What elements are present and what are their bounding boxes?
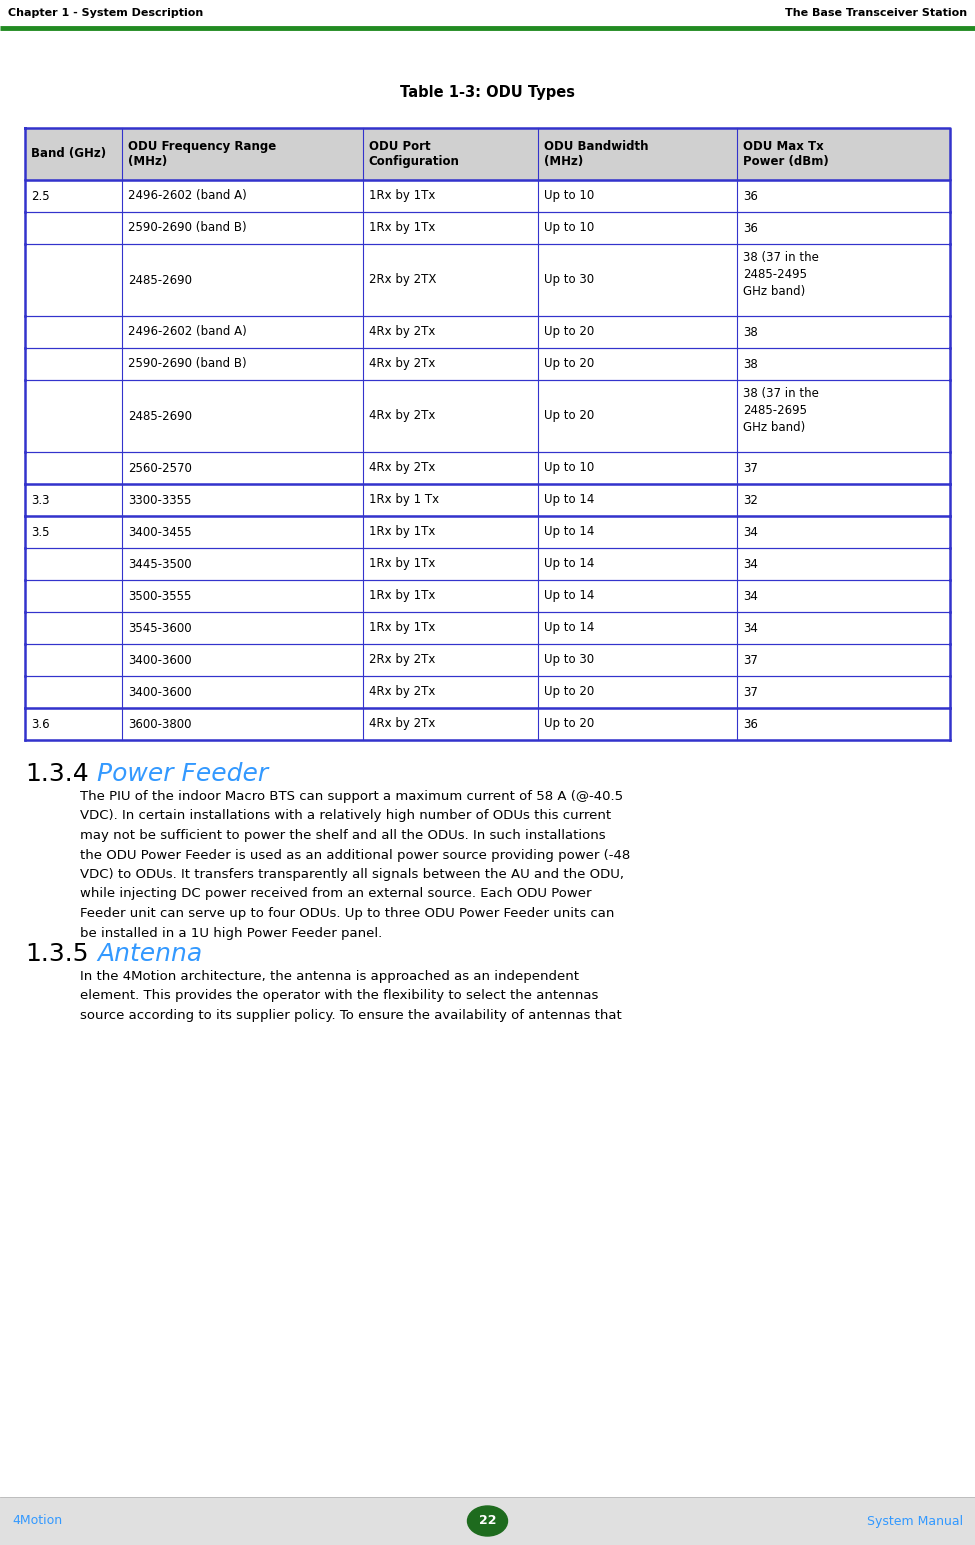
Bar [25,348,950,380]
Text: 2485-2690: 2485-2690 [128,273,192,286]
Text: 36: 36 [743,717,759,731]
Text: 4Rx by 2Tx: 4Rx by 2Tx [369,357,435,371]
Text: 3445-3500: 3445-3500 [128,558,192,570]
Bar [25,212,950,244]
Text: Up to 10: Up to 10 [544,462,595,474]
Text: 36: 36 [743,221,759,235]
Text: The Base Transceiver Station: The Base Transceiver Station [785,8,967,17]
Text: 2560-2570: 2560-2570 [128,462,192,474]
Text: 1Rx by 1Tx: 1Rx by 1Tx [369,221,435,235]
Bar [25,548,950,579]
Text: 32: 32 [743,493,759,507]
Bar [25,484,950,516]
Bar [25,181,950,212]
Text: 1Rx by 1Tx: 1Rx by 1Tx [369,190,435,202]
Text: Up to 30: Up to 30 [544,654,595,666]
Text: 34: 34 [743,621,759,635]
Text: 4Rx by 2Tx: 4Rx by 2Tx [369,686,435,698]
Text: 37: 37 [743,686,759,698]
Text: 22: 22 [479,1514,496,1528]
Text: 4Motion: 4Motion [12,1514,62,1528]
Text: 2485-2690: 2485-2690 [128,409,192,422]
Text: 3400-3600: 3400-3600 [128,654,192,666]
Text: 4Rx by 2Tx: 4Rx by 2Tx [369,409,435,422]
Text: Up to 14: Up to 14 [544,558,595,570]
Bar [25,453,950,484]
Text: ODU Max Tx
Power (dBm): ODU Max Tx Power (dBm) [743,141,829,168]
Text: 4Rx by 2Tx: 4Rx by 2Tx [369,326,435,338]
Text: ODU Port
Configuration: ODU Port Configuration [369,141,459,168]
Bar [25,317,950,348]
Text: 34: 34 [743,590,759,603]
Text: 1Rx by 1Tx: 1Rx by 1Tx [369,621,435,635]
Bar [25,579,950,612]
Text: Up to 14: Up to 14 [544,525,595,539]
Text: Up to 10: Up to 10 [544,190,595,202]
Text: 2496-2602 (band A): 2496-2602 (band A) [128,326,247,338]
Text: Up to 20: Up to 20 [544,357,595,371]
Text: Up to 30: Up to 30 [544,273,595,286]
Text: 3.6: 3.6 [31,717,50,731]
Text: 1.3.5: 1.3.5 [25,941,89,966]
Text: 4Rx by 2Tx: 4Rx by 2Tx [369,717,435,731]
Bar [25,644,950,677]
Text: 3545-3600: 3545-3600 [128,621,192,635]
Text: 37: 37 [743,654,759,666]
Text: 34: 34 [743,558,759,570]
Text: 1.3.4: 1.3.4 [25,762,89,786]
Text: 38 (37 in the
2485-2695
GHz band): 38 (37 in the 2485-2695 GHz band) [743,386,819,434]
Text: 3.3: 3.3 [31,493,50,507]
Text: 1Rx by 1 Tx: 1Rx by 1 Tx [369,493,439,507]
Bar [25,677,950,708]
Text: Up to 20: Up to 20 [544,409,595,422]
Ellipse shape [467,1506,508,1536]
Text: The PIU of the indoor Macro BTS can support a maximum current of 58 A (@-40.5
VD: The PIU of the indoor Macro BTS can supp… [80,789,630,939]
Bar [25,516,950,548]
Text: 2.5: 2.5 [31,190,50,202]
Text: ODU Bandwidth
(MHz): ODU Bandwidth (MHz) [544,141,649,168]
Text: 2590-2690 (band B): 2590-2690 (band B) [128,357,247,371]
Text: 1Rx by 1Tx: 1Rx by 1Tx [369,558,435,570]
Text: Up to 10: Up to 10 [544,221,595,235]
Text: 3300-3355: 3300-3355 [128,493,191,507]
Text: 3500-3555: 3500-3555 [128,590,191,603]
Text: 2Rx by 2TX: 2Rx by 2TX [369,273,436,286]
Text: ODU Frequency Range
(MHz): ODU Frequency Range (MHz) [128,141,276,168]
Bar [25,244,950,317]
Text: 3400-3455: 3400-3455 [128,525,192,539]
Bar [0,1497,975,1545]
Text: 38 (37 in the
2485-2495
GHz band): 38 (37 in the 2485-2495 GHz band) [743,250,819,298]
Text: 2496-2602 (band A): 2496-2602 (band A) [128,190,247,202]
Text: Up to 14: Up to 14 [544,621,595,635]
Text: 1Rx by 1Tx: 1Rx by 1Tx [369,525,435,539]
Text: 38: 38 [743,326,758,338]
Text: In the 4Motion architecture, the antenna is approached as an independent
element: In the 4Motion architecture, the antenna… [80,970,622,1021]
Text: 3600-3800: 3600-3800 [128,717,192,731]
Text: Up to 20: Up to 20 [544,686,595,698]
Text: System Manual: System Manual [867,1514,963,1528]
Text: 4Rx by 2Tx: 4Rx by 2Tx [369,462,435,474]
Text: 3400-3600: 3400-3600 [128,686,192,698]
Text: Table 1-3: ODU Types: Table 1-3: ODU Types [400,85,575,99]
Text: 3.5: 3.5 [31,525,50,539]
Text: 34: 34 [743,525,759,539]
Text: 1Rx by 1Tx: 1Rx by 1Tx [369,590,435,603]
Text: Band (GHz): Band (GHz) [31,147,106,161]
Text: 36: 36 [743,190,759,202]
Text: 2590-2690 (band B): 2590-2690 (band B) [128,221,247,235]
Text: 2Rx by 2Tx: 2Rx by 2Tx [369,654,435,666]
Text: Up to 14: Up to 14 [544,590,595,603]
Bar [25,708,950,740]
Text: Chapter 1 - System Description: Chapter 1 - System Description [8,8,203,17]
Text: Power Feeder: Power Feeder [97,762,268,786]
Bar [25,128,950,181]
Text: 38: 38 [743,357,758,371]
Text: Up to 14: Up to 14 [544,493,595,507]
Text: 37: 37 [743,462,759,474]
Text: Up to 20: Up to 20 [544,326,595,338]
Text: Up to 20: Up to 20 [544,717,595,731]
Bar [25,612,950,644]
Text: Antenna: Antenna [97,941,202,966]
Bar [25,380,950,453]
